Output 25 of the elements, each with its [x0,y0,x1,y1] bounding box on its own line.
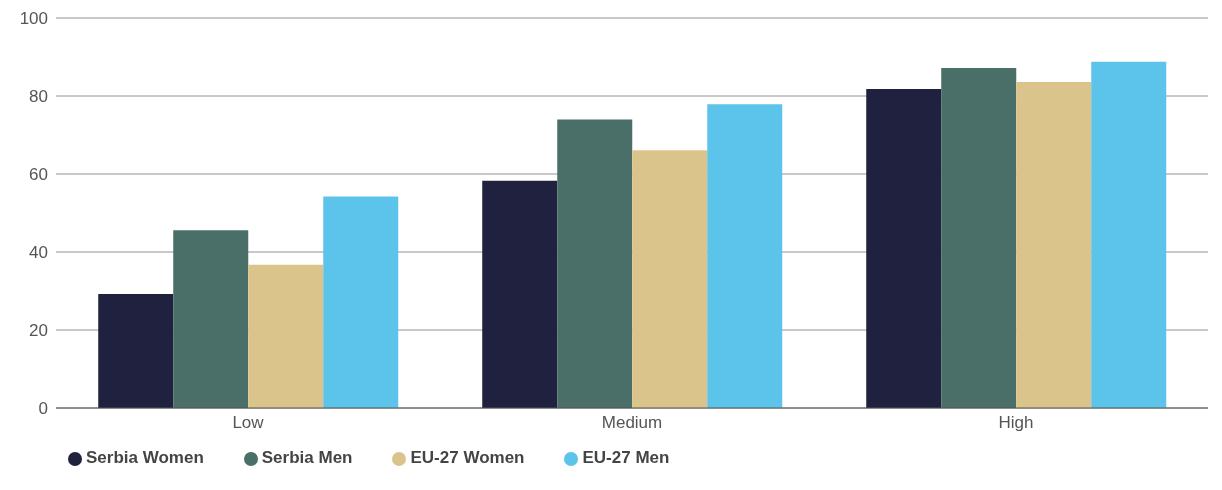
legend-label: EU-27 Women [410,448,525,467]
bar [941,67,1017,408]
legend-label: Serbia Women [86,448,204,467]
y-tick-label: 20 [29,321,48,341]
y-tick-label: 0 [38,399,48,419]
bar [707,104,783,408]
bar [482,180,558,408]
bar [323,196,399,408]
bar [1091,61,1167,408]
bar [1016,81,1092,408]
bar [173,230,249,408]
y-tick-label: 80 [29,87,48,107]
bar [98,294,174,408]
y-tick-label: 100 [19,9,48,29]
bar [248,264,324,408]
bar [866,88,942,408]
legend-label: Serbia Men [261,448,353,467]
bar [557,119,633,408]
x-tick-label: High [998,413,1034,433]
x-tick-label: Low [232,413,265,433]
bar [632,150,708,408]
y-tick-label: 60 [29,165,48,185]
legend-label: EU-27 Men [582,448,670,467]
x-tick-label: Medium [601,413,663,433]
y-tick-label: 40 [29,243,48,263]
